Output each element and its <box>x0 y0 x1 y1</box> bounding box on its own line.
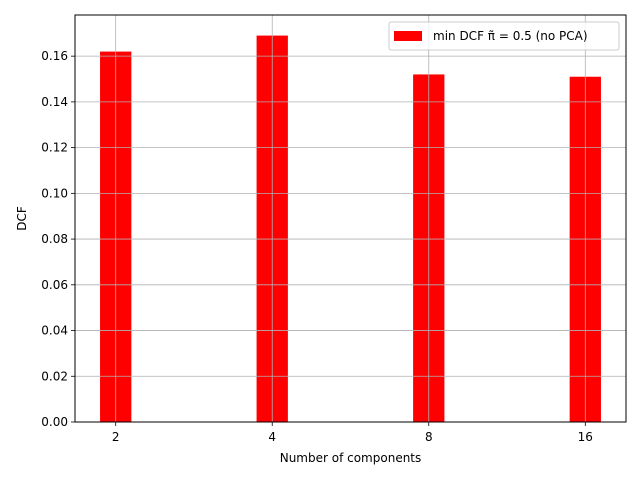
plot-frame <box>74 14 627 423</box>
y-tick-label: 0.04 <box>41 324 68 338</box>
ticks-layer: 0.00 0.02 0.04 0.06 0.08 0.10 0.12 0.14 0.16 2 4 8 1… <box>41 49 593 444</box>
x-tick-label: 4 <box>268 430 276 444</box>
y-tick-label: 0.08 <box>41 232 68 246</box>
y-tick-label: 0.14 <box>41 95 68 109</box>
y-tick-label: 0.10 <box>41 186 68 200</box>
y-tick-label: 0.00 <box>41 415 68 429</box>
y-tick-label: 0.02 <box>41 369 68 383</box>
legend-label: min DCF π̃ = 0.5 (no PCA) <box>433 29 588 43</box>
y-tick-label: 0.06 <box>41 278 68 292</box>
legend-swatch <box>394 31 422 41</box>
legend-box <box>388 21 620 51</box>
x-tick-label: 2 <box>112 430 120 444</box>
legend: min DCF π̃ = 0.5 (no PCA) <box>388 21 620 51</box>
y-tick-label: 0.12 <box>41 141 68 155</box>
x-axis-label: Number of components <box>280 451 422 465</box>
x-tick-label: 8 <box>425 430 433 444</box>
y-axis-label: DCF <box>15 206 29 231</box>
x-tick-label: 16 <box>578 430 593 444</box>
y-tick-label: 0.16 <box>41 49 68 63</box>
